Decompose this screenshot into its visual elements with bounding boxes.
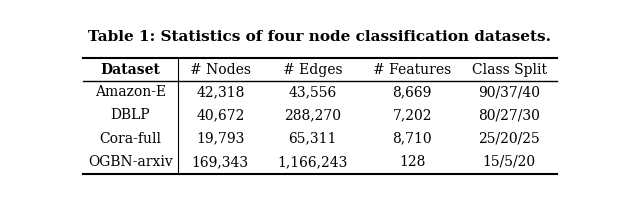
Text: # Nodes: # Nodes xyxy=(190,63,251,77)
Text: 90/37/40: 90/37/40 xyxy=(479,85,540,99)
Text: DBLP: DBLP xyxy=(110,108,150,122)
Text: Table 1: Statistics of four node classification datasets.: Table 1: Statistics of four node classif… xyxy=(89,31,551,44)
Text: 19,793: 19,793 xyxy=(196,132,245,146)
Text: 128: 128 xyxy=(399,155,426,169)
Text: 42,318: 42,318 xyxy=(196,85,245,99)
Text: 1,166,243: 1,166,243 xyxy=(278,155,348,169)
Text: Cora-full: Cora-full xyxy=(99,132,161,146)
Text: 25/20/25: 25/20/25 xyxy=(479,132,540,146)
Text: 15/5/20: 15/5/20 xyxy=(483,155,536,169)
Text: 7,202: 7,202 xyxy=(392,108,432,122)
Text: # Features: # Features xyxy=(373,63,451,77)
Text: 80/27/30: 80/27/30 xyxy=(479,108,540,122)
Text: 288,270: 288,270 xyxy=(284,108,341,122)
Text: 8,710: 8,710 xyxy=(392,132,432,146)
Text: # Edges: # Edges xyxy=(283,63,343,77)
Text: 169,343: 169,343 xyxy=(192,155,249,169)
Text: Amazon-E: Amazon-E xyxy=(95,85,166,99)
Text: 43,556: 43,556 xyxy=(288,85,337,99)
Text: Dataset: Dataset xyxy=(100,63,160,77)
Text: 65,311: 65,311 xyxy=(288,132,337,146)
Text: Class Split: Class Split xyxy=(472,63,547,77)
Text: 40,672: 40,672 xyxy=(196,108,245,122)
Text: 8,669: 8,669 xyxy=(392,85,432,99)
Text: OGBN-arxiv: OGBN-arxiv xyxy=(88,155,173,169)
